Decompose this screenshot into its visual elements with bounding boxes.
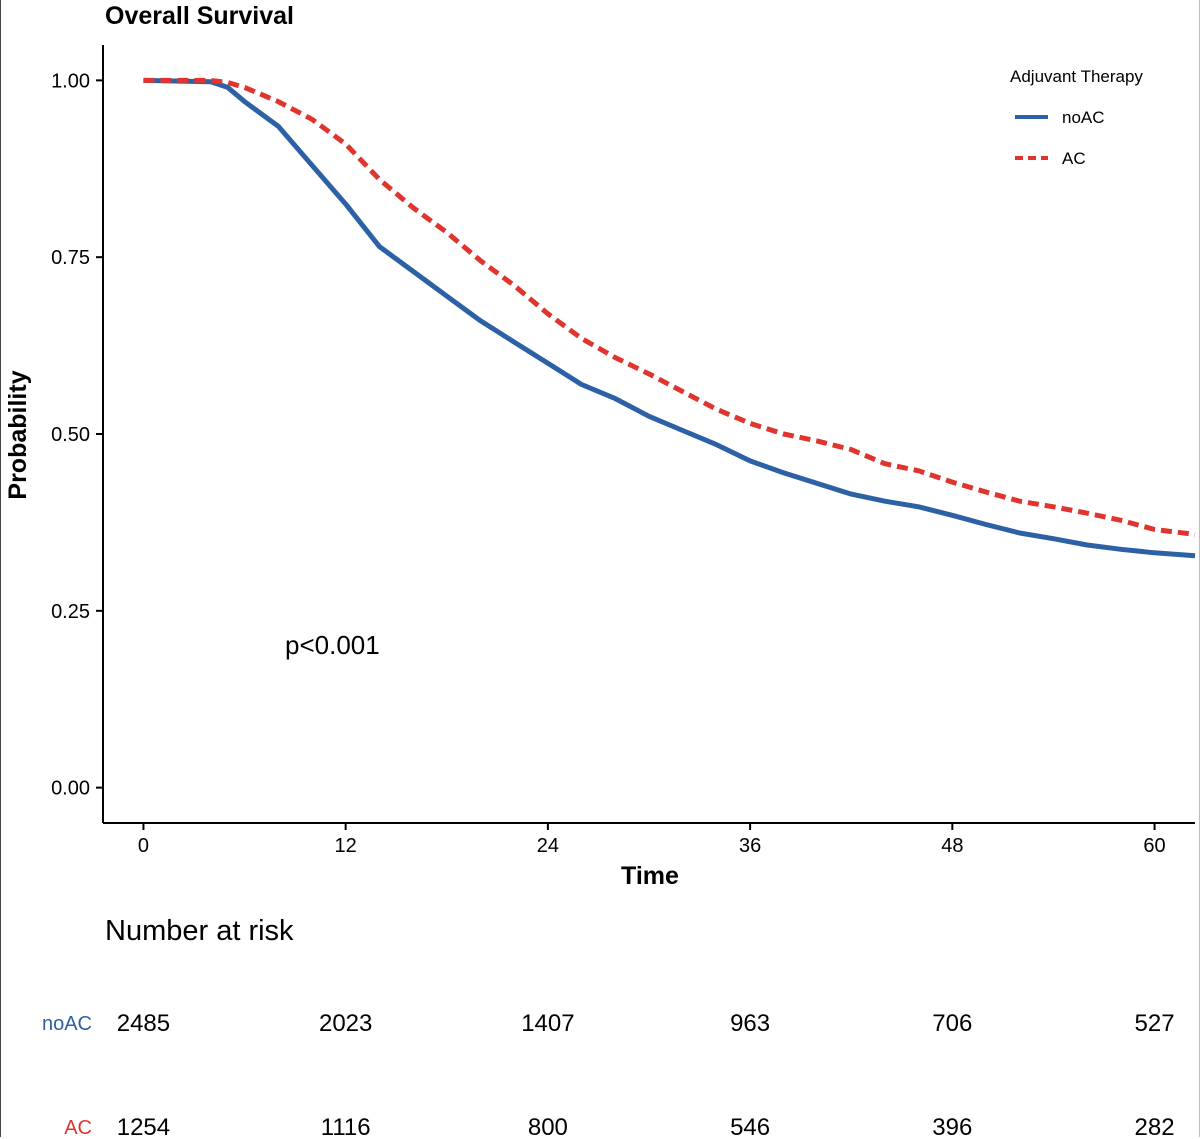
series-lines xyxy=(143,77,1196,559)
y-axis-title: Probability xyxy=(4,370,32,499)
y-tick-label: 0.50 xyxy=(51,424,90,446)
risk-table-title: Number at risk xyxy=(105,915,294,947)
risk-table-rows: noAC 2485 2023 1407 963 706 527 AC 1254 1116 800 54… xyxy=(42,1010,1175,1139)
y-tick-label: 1.00 xyxy=(51,70,90,92)
series-line-noAC xyxy=(143,77,1196,559)
risk-cell: 706 xyxy=(932,1010,972,1037)
p-value-annotation: p<0.001 xyxy=(285,630,380,660)
risk-cell: 963 xyxy=(730,1010,770,1037)
x-axis-title: Time xyxy=(621,862,679,890)
risk-cell: 2023 xyxy=(319,1010,372,1037)
legend-title: Adjuvant Therapy xyxy=(1010,67,1143,86)
series-line-AC xyxy=(143,77,1196,537)
risk-cell: 1116 xyxy=(321,1114,371,1139)
x-tick-label: 24 xyxy=(537,835,559,857)
y-tick-label: 0.75 xyxy=(51,247,90,269)
risk-row-label-AC: AC xyxy=(64,1117,92,1139)
risk-cell: 282 xyxy=(1135,1114,1175,1139)
legend-label-AC: AC xyxy=(1062,149,1086,168)
x-tick-label: 60 xyxy=(1143,835,1165,857)
chart-title: Overall Survival xyxy=(105,2,294,30)
x-axis-ticks: 0 12 24 36 48 60 xyxy=(138,823,1166,857)
risk-cell: 396 xyxy=(932,1114,972,1139)
legend: Adjuvant Therapy noAC AC xyxy=(1010,67,1143,168)
x-tick-label: 0 xyxy=(138,835,149,857)
risk-cell: 2485 xyxy=(117,1010,170,1037)
x-tick-label: 12 xyxy=(335,835,357,857)
risk-table: Number at risk noAC 2485 2023 1407 963 706 527… xyxy=(42,915,1175,1139)
risk-cell: 1254 xyxy=(117,1114,170,1139)
y-axis-ticks: 0.00 0.25 0.50 0.75 1.00 xyxy=(51,70,103,800)
risk-cell: 800 xyxy=(528,1114,568,1139)
risk-cell: 527 xyxy=(1135,1010,1175,1037)
risk-row-label-noAC: noAC xyxy=(42,1013,92,1035)
x-tick-label: 48 xyxy=(941,835,963,857)
x-tick-label: 36 xyxy=(739,835,761,857)
legend-label-noAC: noAC xyxy=(1062,108,1105,127)
risk-cell: 1407 xyxy=(521,1010,574,1037)
y-tick-label: 0.25 xyxy=(51,601,90,623)
y-tick-label: 0.00 xyxy=(51,778,90,800)
risk-cell: 546 xyxy=(730,1114,770,1139)
plot-area: 0.00 0.25 0.50 0.75 1.00 0 12 24 36 48 60 xyxy=(51,45,1196,857)
